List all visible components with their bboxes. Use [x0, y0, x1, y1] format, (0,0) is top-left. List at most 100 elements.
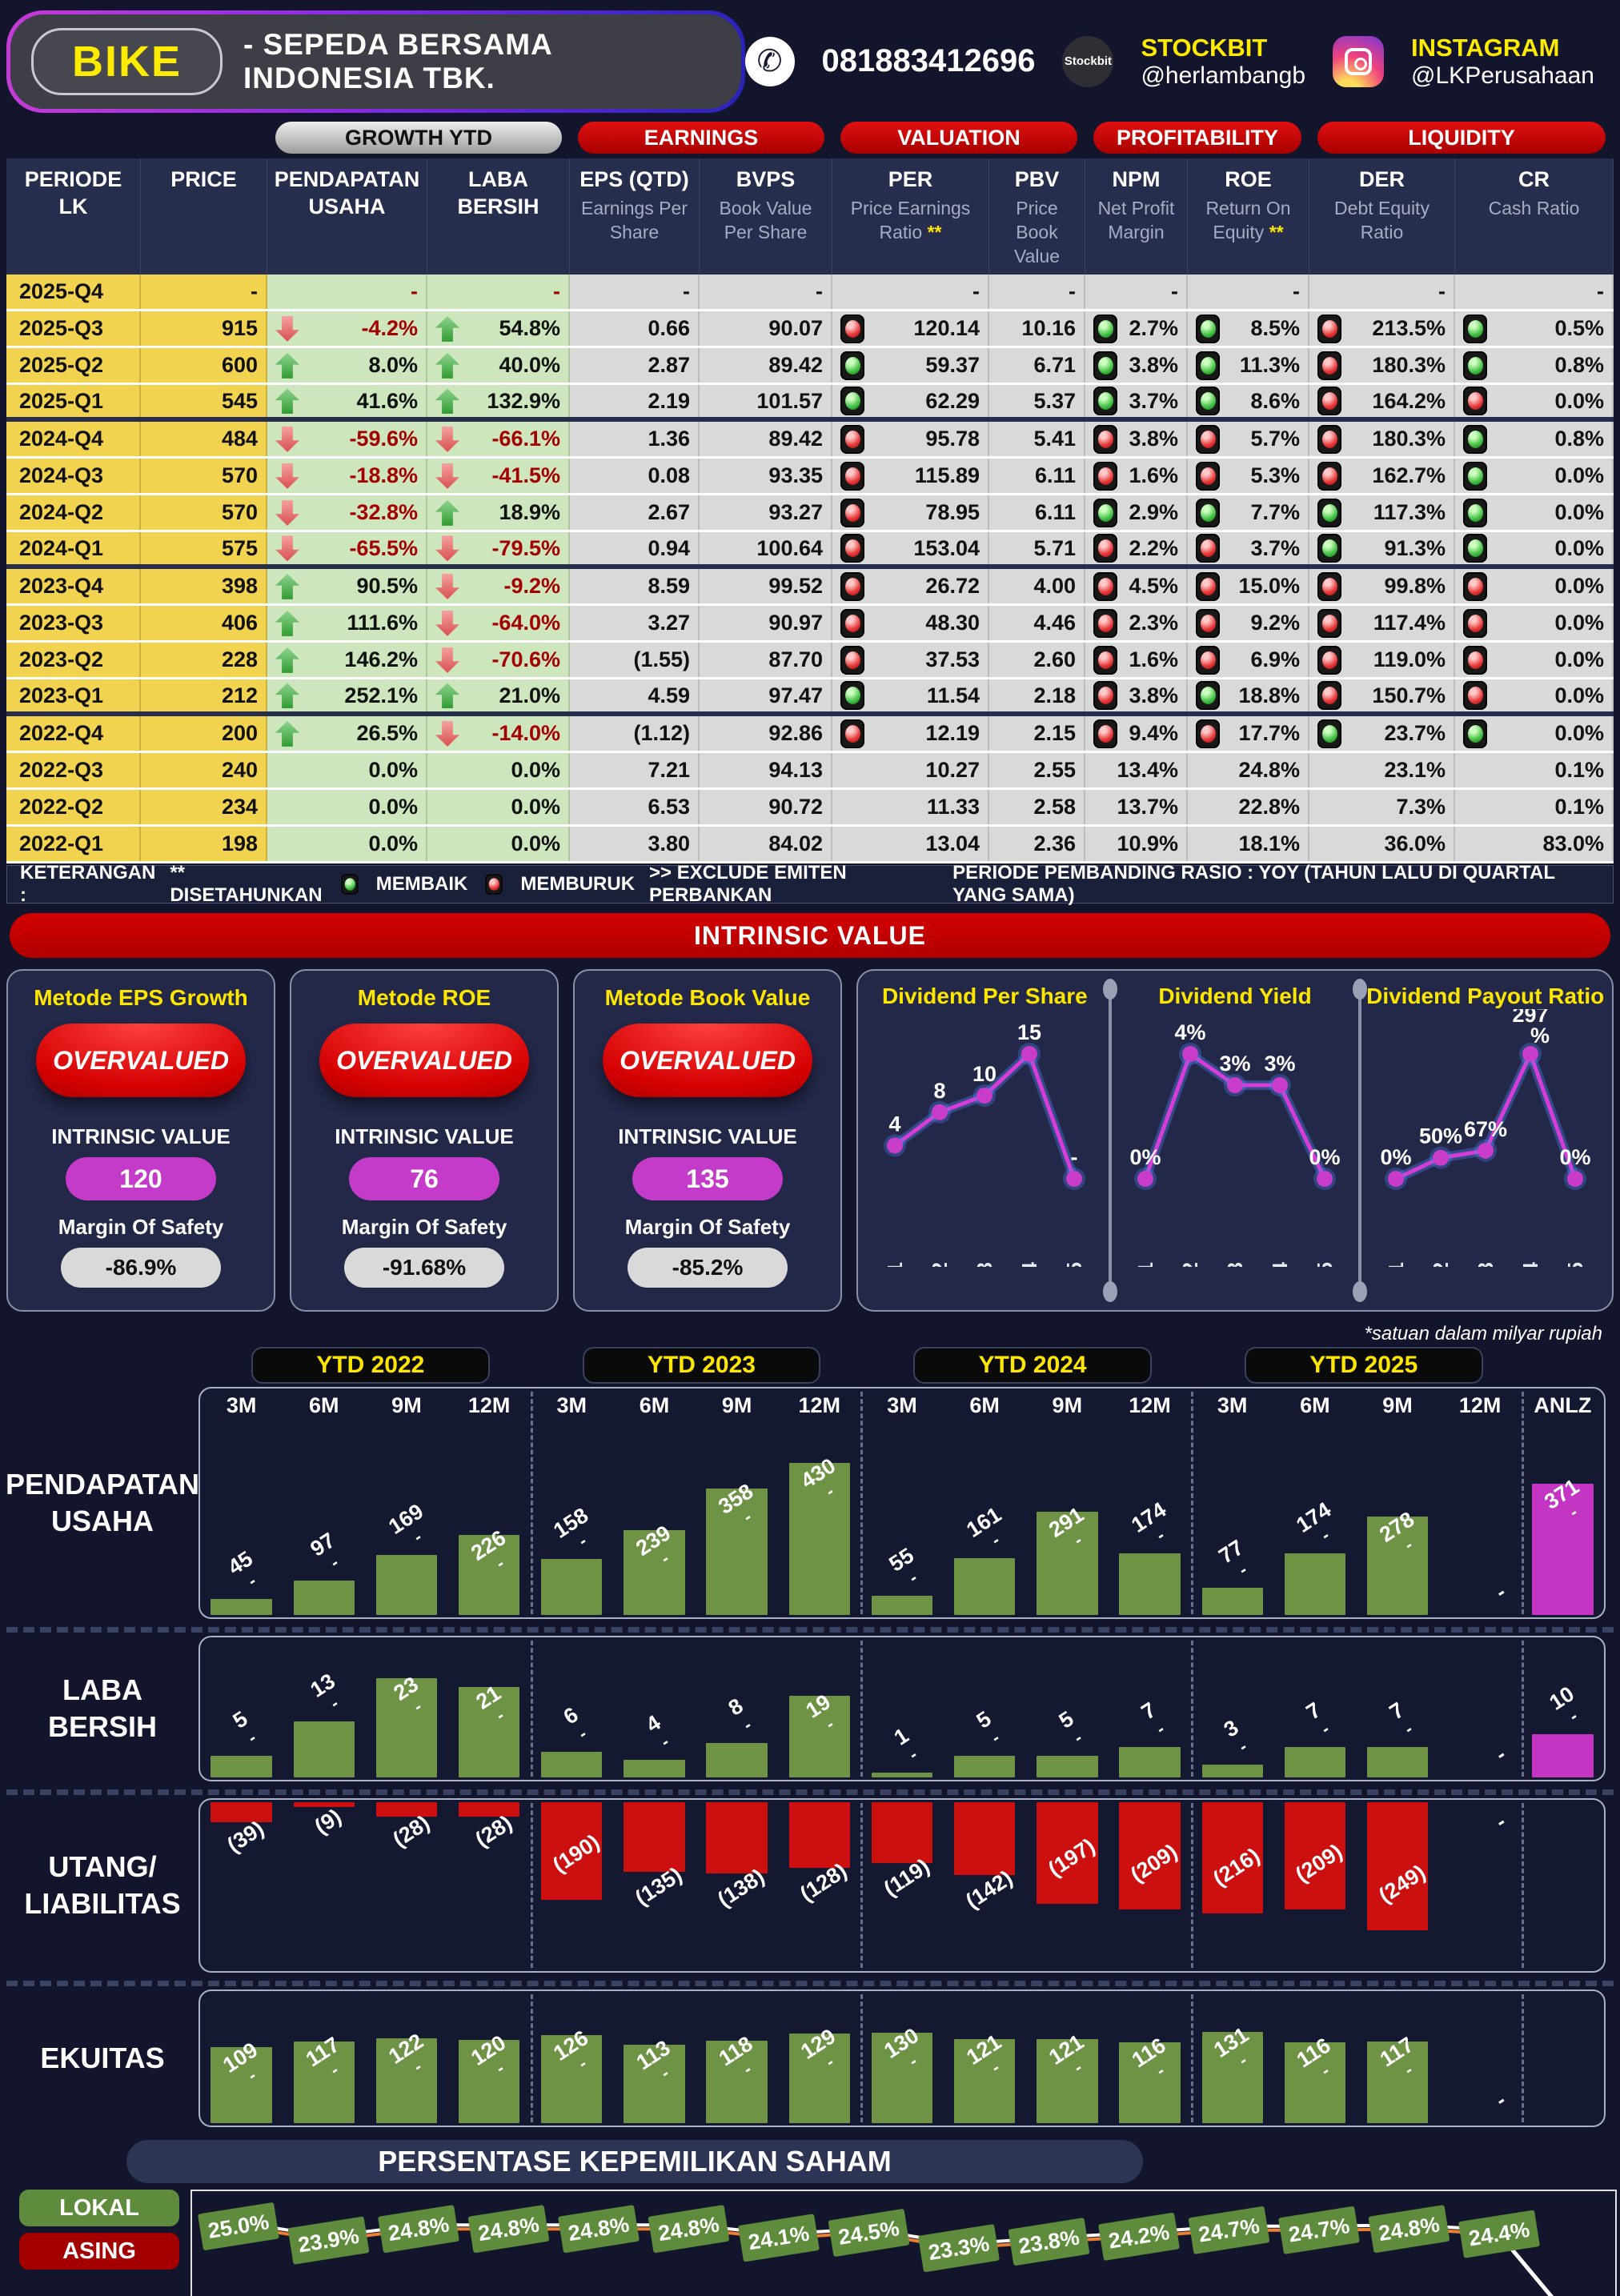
svg-text:2024: 2024: [1268, 1262, 1292, 1268]
ticker-badge: BIKE: [31, 28, 223, 95]
red-light-icon: [1463, 387, 1487, 416]
cell-eps: 3.80: [570, 827, 700, 862]
ticker: BIKE: [72, 38, 182, 86]
cell-per: 37.53: [832, 643, 989, 678]
down-arrow-icon: [275, 499, 299, 526]
intrinsic-value: 76: [348, 1157, 500, 1201]
cell-der: 99.8%: [1309, 569, 1455, 604]
bar: [1366, 1747, 1429, 1778]
cell-roe: 22.8%: [1188, 790, 1309, 825]
cell-per: 10.27: [832, 753, 989, 788]
cell-cr: -: [1455, 274, 1614, 310]
down-arrow-icon: [435, 647, 459, 673]
value: 18.9%: [499, 500, 560, 525]
bar: [954, 1756, 1016, 1778]
cell-roe: 5.7%: [1188, 422, 1309, 457]
cell-cr: 0.0%: [1455, 643, 1614, 678]
value: (9): [311, 1804, 347, 1840]
bar: [211, 1756, 272, 1778]
cell-bvps: 90.07: [700, 311, 832, 347]
legend-period-note: PERIODE PEMBANDING RASIO : YOY (TAHUN LA…: [952, 862, 1555, 907]
table-row: 2024-Q2 570 -32.8% 18.9% 2.67 93.27 78.95 6.11 2…: [6, 495, 1614, 533]
red-light-icon: [840, 571, 864, 601]
chart-title: Dividend Per Share: [881, 984, 1088, 1009]
svg-text:2023: 2023: [1223, 1262, 1247, 1267]
period-label: 3M: [556, 1393, 587, 1418]
value: -70.6%: [491, 647, 560, 672]
green-light-icon: [1196, 387, 1220, 416]
value: -41.5%: [491, 463, 560, 488]
red-light-icon: [1093, 681, 1117, 711]
bar: [293, 2042, 355, 2124]
value: 59.37: [925, 353, 980, 378]
cell-laba-growth: 18.9%: [427, 495, 570, 531]
red-light-icon: [840, 424, 864, 454]
bar: [1366, 1802, 1429, 1931]
year-separator: [1191, 1803, 1194, 1969]
bar: [1366, 2042, 1429, 2124]
up-arrow-icon: [275, 388, 299, 415]
instagram-account: INSTAGRAM @LKPerusahaan: [1411, 34, 1594, 90]
value: -: [1171, 279, 1178, 304]
cell-eps: -: [570, 274, 700, 310]
ytd-badge-group: YTD 2022: [205, 1347, 536, 1384]
group-badge: PROFITABILITY: [1093, 122, 1301, 154]
table-row: 2022-Q3 240 0.0% 0.0% 7.21 94.13 10.27 2.55 13.4…: [6, 753, 1614, 791]
value: -: [972, 279, 980, 304]
cell-laba-growth: -: [427, 274, 570, 310]
value: -4.2%: [361, 316, 418, 341]
cell-bvps: 99.52: [700, 569, 832, 604]
period-label: 3M: [226, 1393, 257, 1418]
value: 40.0%: [499, 353, 560, 378]
table-row: 2022-Q1 198 0.0% 0.0% 3.80 84.02 13.04 2.36 10.9…: [6, 827, 1614, 864]
bar-row-label: EKUITAS: [40, 2042, 165, 2075]
year-separator: [860, 1641, 864, 1777]
value: 11.33: [926, 795, 980, 819]
cell-price: 484: [141, 422, 267, 457]
value: 158: [548, 1503, 593, 1544]
cell-npm: 2.2%: [1085, 532, 1188, 565]
intrinsic-value: 120: [65, 1157, 217, 1201]
column-header: PERIODE LK: [6, 158, 141, 275]
red-light-icon: [1196, 571, 1220, 601]
cell-per: 12.19: [832, 716, 989, 751]
cell-npm: 2.3%: [1085, 606, 1188, 641]
bar: [1119, 1802, 1181, 1910]
chart-divider: [1102, 979, 1117, 1303]
svg-text:2022: 2022: [1429, 1262, 1453, 1267]
green-light-icon: [1093, 387, 1117, 416]
brand-banner: BIKE - SEPEDA BERSAMA INDONESIA TBK.: [6, 10, 745, 113]
stockbit-handle: @herlambangb: [1141, 62, 1306, 89]
value: 5.3%: [1250, 463, 1300, 488]
value: 18.8%: [1238, 683, 1300, 707]
cell-pendapatan-growth: 146.2%: [267, 643, 427, 678]
cell-pbv: 6.11: [989, 495, 1085, 531]
valuation-method-card: Metode EPS Growth OVERVALUED INTRINSIC VAL…: [6, 969, 275, 1312]
column-header: NPM Net Profit Margin: [1085, 158, 1188, 275]
value: 90.5%: [356, 574, 418, 599]
value: 161: [961, 1502, 1005, 1543]
cell-eps: (1.55): [570, 643, 700, 678]
column-header: DER Debt Equity Ratio: [1309, 158, 1455, 275]
column-header: ROE Return On Equity **: [1188, 158, 1309, 275]
cell-cr: 0.0%: [1455, 459, 1614, 494]
cell-periode: 2023-Q4: [6, 569, 141, 604]
year-separator: [860, 1392, 864, 1615]
cell-bvps: -: [700, 274, 832, 310]
cell-der: 180.3%: [1309, 348, 1455, 383]
red-light-icon: [1463, 645, 1487, 675]
green-light-icon: [1093, 314, 1117, 343]
cell-eps: (1.12): [570, 716, 700, 751]
bar-chart-row: EKUITAS 109-117-122-120-126-113-118-129-1…: [6, 1989, 1614, 2128]
cell-cr: 0.0%: [1455, 606, 1614, 641]
margin-of-safety-label: Margin Of Safety: [341, 1215, 507, 1240]
cell-laba-growth: 0.0%: [427, 827, 570, 862]
cell-der: 164.2%: [1309, 385, 1455, 418]
header: BIKE - SEPEDA BERSAMA INDONESIA TBK. ✆ 0…: [6, 6, 1614, 117]
column-desc: Earnings Per Share: [581, 197, 688, 242]
period-label: ANLZ: [1534, 1393, 1592, 1418]
margin-of-safety-value: -86.9%: [60, 1248, 222, 1288]
cell-pendapatan-growth: -32.8%: [267, 495, 427, 531]
cell-der: 23.1%: [1309, 753, 1455, 788]
cell-price: 198: [141, 827, 267, 862]
